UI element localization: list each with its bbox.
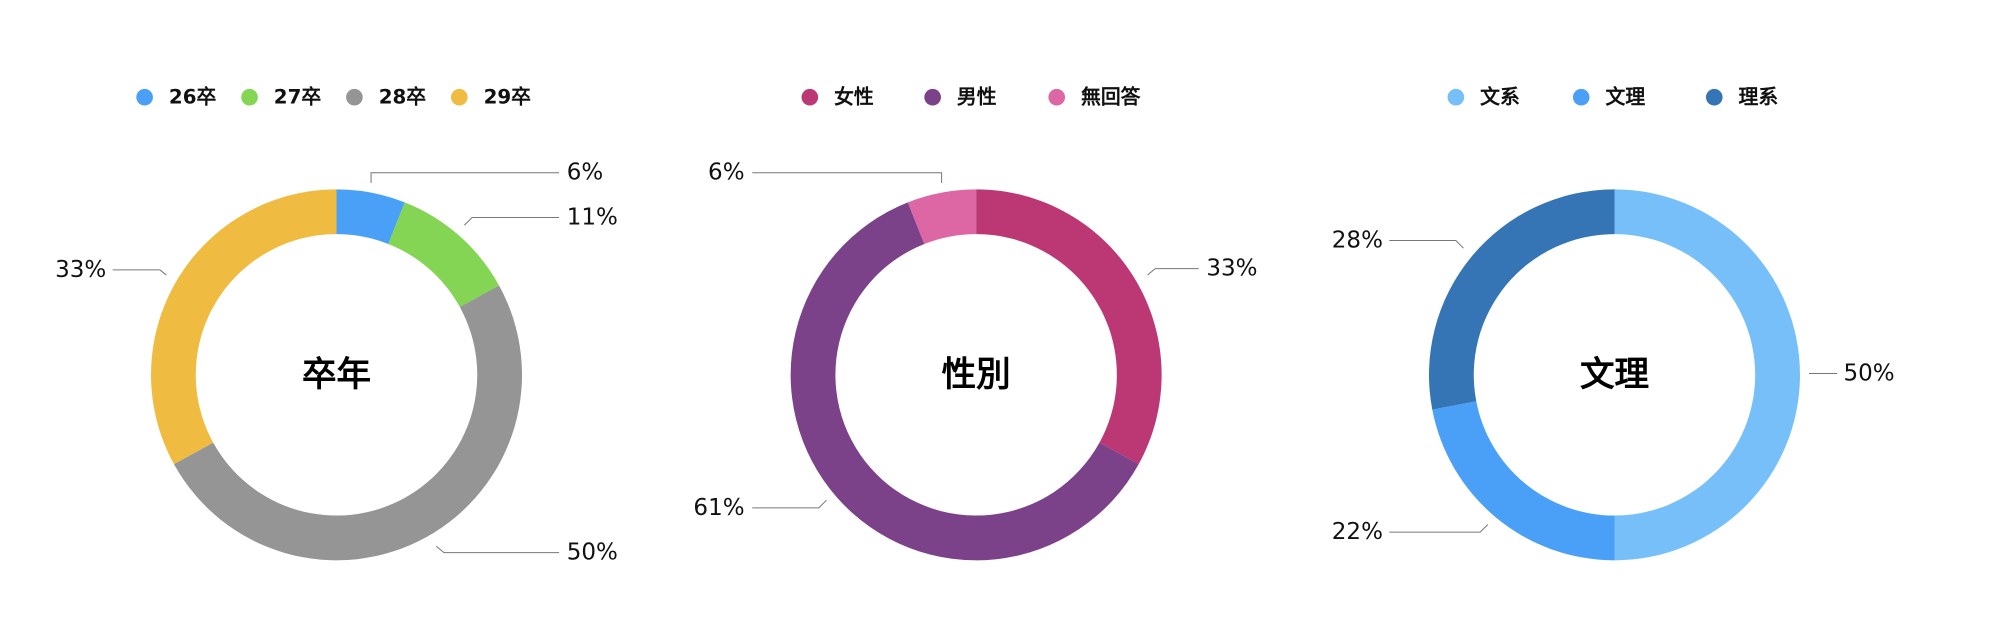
leader-line — [752, 172, 943, 183]
leader-line — [1147, 268, 1199, 276]
legend-marker — [801, 88, 819, 106]
data-label: 6% — [567, 160, 604, 186]
legend-label[interactable]: 28卒 — [379, 86, 427, 109]
leader-line — [112, 269, 167, 276]
legend-marker — [1705, 88, 1723, 106]
donut-slice-無回答[interactable] — [907, 189, 977, 244]
legend-label[interactable]: 29卒 — [484, 86, 532, 109]
data-label: 50% — [1843, 361, 1894, 387]
legend-label[interactable]: 女性 — [834, 86, 874, 109]
legend-marker — [346, 88, 363, 106]
data-label: 33% — [55, 257, 106, 283]
donut-slice-29卒[interactable] — [151, 189, 337, 465]
data-label: 61% — [693, 495, 744, 521]
legend-label[interactable]: 理系 — [1739, 86, 1779, 109]
data-label: 11% — [567, 204, 618, 230]
data-label: 22% — [1332, 519, 1383, 545]
donut-slice-女性[interactable] — [976, 189, 1162, 465]
legend-marker — [1447, 88, 1465, 106]
donut-slice-26卒[interactable] — [336, 189, 405, 244]
legend-label[interactable]: 男性 — [957, 86, 997, 109]
donut-slice-28卒[interactable] — [173, 285, 522, 561]
legend-label[interactable]: 文理 — [1606, 86, 1646, 109]
leader-line — [435, 545, 560, 554]
donut-slice-27卒[interactable] — [388, 202, 500, 308]
legend-label[interactable]: 文系 — [1480, 86, 1520, 109]
legend-label[interactable]: 27卒 — [274, 86, 322, 109]
leader-line — [752, 499, 827, 509]
legend-marker — [1048, 88, 1066, 106]
chart-title: 卒年 — [302, 355, 371, 395]
data-label: 33% — [1206, 256, 1257, 282]
leader-line — [1389, 239, 1464, 249]
chart-title: 文理 — [1580, 355, 1649, 395]
legend-marker — [241, 88, 258, 106]
leader-line — [1389, 524, 1489, 533]
chart-title: 性別 — [942, 355, 1011, 395]
legend-marker — [924, 88, 941, 106]
data-label: 28% — [1332, 228, 1383, 254]
legend-label[interactable]: 26卒 — [169, 86, 217, 109]
legend-label[interactable]: 無回答 — [1081, 86, 1141, 109]
legend-marker — [1572, 88, 1590, 106]
donut-slice-文理[interactable] — [1432, 401, 1615, 561]
leader-line — [464, 216, 560, 226]
donut-slice-文系[interactable] — [1614, 189, 1800, 561]
leader-line — [370, 172, 560, 183]
donut-slice-理系[interactable] — [1428, 189, 1615, 410]
data-label: 50% — [567, 540, 618, 566]
legend-marker — [136, 88, 153, 106]
data-label: 6% — [708, 160, 745, 186]
legend-marker — [451, 88, 468, 106]
